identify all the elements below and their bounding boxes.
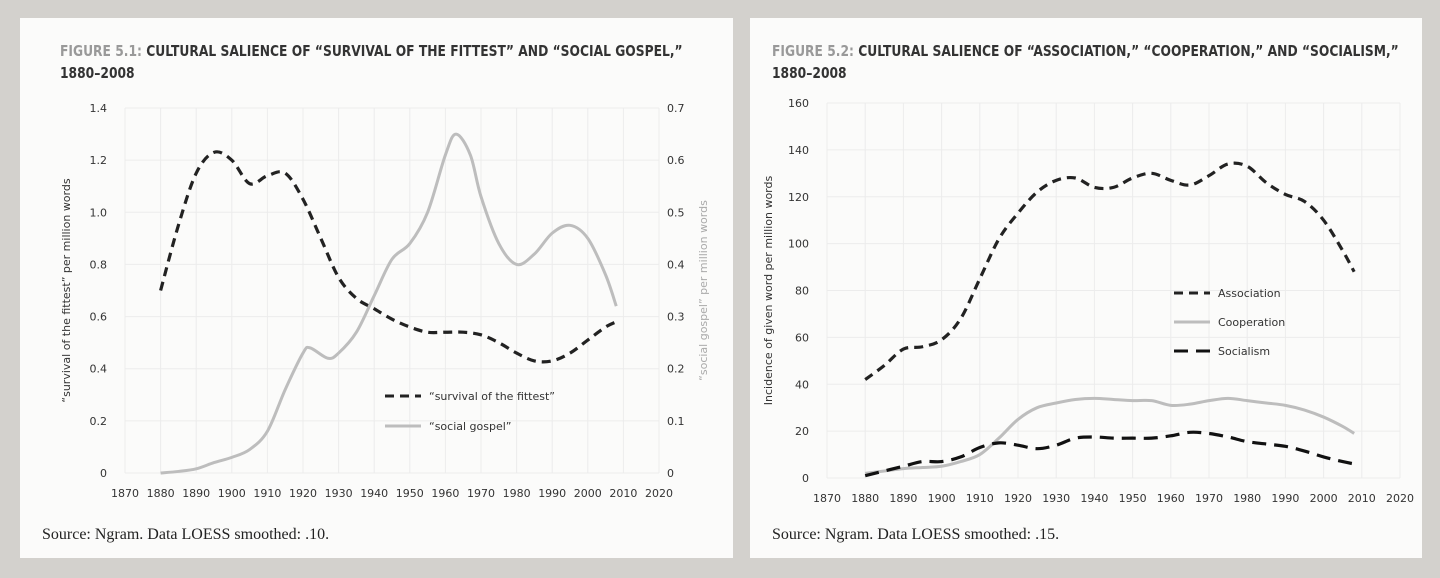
legend-label: Socialism: [1218, 345, 1270, 358]
x-tick-label: 2020: [645, 487, 673, 500]
y-tick-label: 40: [795, 378, 809, 391]
y-axis-label: “survival of the fittest” per million wo…: [60, 178, 73, 402]
title-text: CULTURAL SALIENCE OF “ASSOCIATION,” “COO…: [858, 42, 1399, 60]
x-tick-label: 1970: [1195, 492, 1223, 505]
y-tick-label: 0: [802, 472, 809, 485]
x-tick-label: 2020: [1386, 492, 1414, 505]
y-tick-label: 0.4: [90, 363, 108, 376]
y2-tick-label: 0.1: [667, 415, 685, 428]
x-tick-label: 1970: [467, 487, 495, 500]
y2-tick-label: 0.6: [667, 154, 685, 167]
y-tick-label: 1.2: [90, 154, 108, 167]
title-years: 1880–2008: [772, 64, 847, 82]
x-tick-label: 2010: [609, 487, 637, 500]
y-axis-label: Incidence of given word per million word…: [762, 176, 775, 406]
figure-label: FIGURE 5.1:: [60, 42, 142, 60]
series-line-2: [865, 396, 1355, 475]
x-tick-label: 1930: [325, 487, 353, 500]
x-tick-label: 1930: [1042, 492, 1070, 505]
y2-tick-label: 0.3: [667, 311, 685, 324]
chart-figure-5-1: 1870 1880 1890 1900 1910 1920 1930 1940 1950 1960…: [60, 102, 710, 500]
x-tick-label: 1960: [431, 487, 459, 500]
chart-title: FIGURE 5.2: CULTURAL SALIENCE OF “ASSOCI…: [772, 40, 1399, 84]
y-tick-label: 1.0: [90, 206, 108, 219]
y2-tick-label: 0.2: [667, 363, 685, 376]
x-tick-label: 2000: [1310, 492, 1338, 505]
y-tick-label: 0: [100, 467, 107, 480]
legend-label: “survival of the fittest”: [429, 390, 555, 403]
x-tick-label: 1910: [966, 492, 994, 505]
y-tick-label: 1.4: [90, 102, 108, 115]
series-line-1: [159, 150, 617, 364]
x-tick-label: 1880: [851, 492, 879, 505]
y-tick-label: 20: [795, 425, 809, 438]
figure-label: FIGURE 5.2:: [772, 42, 854, 60]
figure-5-2-panel: FIGURE 5.2: CULTURAL SALIENCE OF “ASSOCI…: [750, 18, 1422, 558]
x-tick-label: 2000: [574, 487, 602, 500]
legend-label: “social gospel”: [429, 420, 512, 433]
source-note: Source: Ngram. Data LOESS smoothed: .15.: [772, 526, 1060, 543]
x-tick-label: 1880: [147, 487, 175, 500]
x-tick-label: 1940: [1080, 492, 1108, 505]
x-tick-label: 1980: [1233, 492, 1261, 505]
y-tick-label: 140: [788, 144, 809, 157]
x-tick-label: 1870: [813, 492, 841, 505]
y2-tick-label: 0.5: [667, 206, 685, 219]
y-tick-label: 0.2: [90, 415, 108, 428]
source-note: Source: Ngram. Data LOESS smoothed: .10.: [42, 526, 330, 543]
x-tick-label: 1900: [218, 487, 246, 500]
y-tick-label: 160: [788, 97, 809, 110]
y-tick-label: 60: [795, 331, 809, 344]
y-tick-label: 100: [788, 238, 809, 251]
x-tick-label: 1920: [1004, 492, 1032, 505]
x-tick-label: 1990: [1271, 492, 1299, 505]
y2-tick-label: 0.4: [667, 258, 685, 271]
chart-figure-5-2: 1870 1880 1890 1900 1910 1920 1930 1940 1950 1960…: [762, 97, 1414, 505]
legend-label: Association: [1218, 287, 1281, 300]
y-tick-label: 120: [788, 191, 809, 204]
legend-label: Cooperation: [1218, 316, 1285, 329]
y2-tick-label: 0: [667, 467, 674, 480]
y2-axis-label: “social gospel” per million words: [697, 200, 710, 381]
x-tick-label: 1920: [289, 487, 317, 500]
x-tick-label: 1940: [360, 487, 388, 500]
y-tick-label: 0.6: [90, 311, 108, 324]
x-tick-label: 1960: [1157, 492, 1185, 505]
x-tick-label: 1900: [928, 492, 956, 505]
x-tick-label: 1950: [396, 487, 424, 500]
x-tick-label: 1910: [253, 487, 281, 500]
y-tick-label: 80: [795, 285, 809, 298]
x-tick-label: 2010: [1348, 492, 1376, 505]
figure-5-1-panel: FIGURE 5.1: CULTURAL SALIENCE OF “SURVIV…: [20, 18, 733, 558]
x-tick-label: 1980: [503, 487, 531, 500]
y2-tick-label: 0.7: [667, 102, 685, 115]
series-line-2: [160, 132, 618, 475]
x-tick-label: 1950: [1119, 492, 1147, 505]
title-text: CULTURAL SALIENCE OF “SURVIVAL OF THE FI…: [146, 42, 683, 60]
x-tick-label: 1890: [182, 487, 210, 500]
x-tick-label: 1890: [889, 492, 917, 505]
title-years: 1880–2008: [60, 64, 135, 82]
y-tick-label: 0.8: [90, 258, 108, 271]
x-tick-label: 1870: [111, 487, 139, 500]
x-tick-label: 1990: [538, 487, 566, 500]
series-line-1: [864, 161, 1356, 381]
series-line-3: [864, 430, 1355, 478]
chart-title: FIGURE 5.1: CULTURAL SALIENCE OF “SURVIV…: [60, 40, 683, 84]
